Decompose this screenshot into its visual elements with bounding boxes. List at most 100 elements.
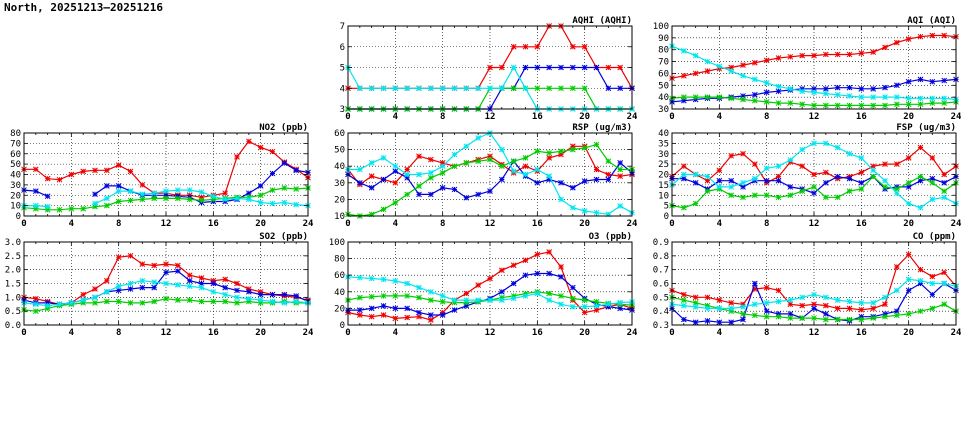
data-point xyxy=(186,297,193,303)
data-point xyxy=(763,177,770,184)
data-point xyxy=(905,78,912,85)
data-point xyxy=(941,32,948,39)
data-point xyxy=(941,194,948,201)
data-point xyxy=(846,316,853,323)
data-point xyxy=(451,85,458,92)
data-point xyxy=(245,196,252,203)
data-point xyxy=(498,146,505,153)
x-tick-label: 16 xyxy=(208,328,219,338)
data-point xyxy=(870,167,877,174)
x-tick-label: 24 xyxy=(303,328,314,338)
data-point xyxy=(763,165,770,172)
data-point xyxy=(257,144,264,151)
data-point xyxy=(704,317,711,324)
data-point xyxy=(416,309,422,316)
y-tick-label: 30 xyxy=(658,150,669,160)
data-point xyxy=(775,194,782,201)
data-point xyxy=(510,295,517,302)
data-point xyxy=(522,272,529,279)
data-point xyxy=(569,204,576,211)
data-point xyxy=(32,301,39,308)
data-point xyxy=(356,312,363,318)
data-point xyxy=(929,305,936,312)
data-point xyxy=(822,102,829,109)
y-tick-label: 2.5 xyxy=(5,252,21,262)
data-point xyxy=(546,270,553,277)
data-point xyxy=(775,177,782,184)
data-point xyxy=(32,166,39,173)
data-point xyxy=(822,140,829,147)
data-point xyxy=(704,94,711,100)
x-tick-label: 8 xyxy=(764,219,769,229)
data-point xyxy=(368,305,375,312)
data-point xyxy=(929,155,936,161)
data-point xyxy=(404,280,411,287)
data-point xyxy=(846,93,853,99)
data-point xyxy=(558,196,564,203)
data-point xyxy=(941,77,948,84)
data-point xyxy=(763,308,770,315)
data-point xyxy=(716,167,723,174)
y-tick-label: 5 xyxy=(664,202,669,212)
x-tick-label: 16 xyxy=(856,219,867,229)
data-point xyxy=(917,101,924,108)
data-point xyxy=(704,173,711,180)
data-point xyxy=(882,84,888,91)
data-point xyxy=(174,262,181,269)
data-point xyxy=(439,312,446,318)
y-tick-label: 80 xyxy=(10,129,21,139)
x-tick-label: 12 xyxy=(485,328,496,338)
data-point xyxy=(281,185,288,191)
data-point xyxy=(392,199,399,206)
data-point xyxy=(498,297,505,303)
data-point xyxy=(569,284,576,291)
x-tick-label: 4 xyxy=(717,112,723,122)
data-point xyxy=(103,298,110,305)
data-point xyxy=(917,204,924,211)
data-point xyxy=(475,297,482,303)
data-point xyxy=(151,195,158,202)
data-point xyxy=(498,85,505,92)
data-point xyxy=(558,85,564,92)
data-point xyxy=(115,162,122,169)
data-point xyxy=(846,51,853,58)
data-point xyxy=(139,284,146,291)
data-point xyxy=(510,43,517,50)
data-point xyxy=(617,85,624,92)
data-point xyxy=(127,188,134,194)
data-point xyxy=(858,50,865,57)
y-tick-label: 0.6 xyxy=(653,280,669,290)
data-point xyxy=(404,314,411,321)
data-point xyxy=(740,304,746,310)
data-point xyxy=(728,305,735,312)
data-point xyxy=(439,293,446,299)
data-point xyxy=(427,191,434,198)
x-tick-label: 8 xyxy=(440,112,445,122)
data-point xyxy=(293,167,300,174)
data-point xyxy=(546,173,553,180)
data-point xyxy=(870,85,877,92)
x-tick-label: 4 xyxy=(393,112,399,122)
data-point xyxy=(905,287,912,294)
data-point xyxy=(593,141,600,148)
x-tick-label: 4 xyxy=(393,219,399,229)
data-point xyxy=(210,288,217,295)
data-point xyxy=(858,94,865,100)
data-point xyxy=(605,176,612,183)
data-point xyxy=(680,72,687,79)
data-point xyxy=(392,179,399,186)
data-point xyxy=(546,85,553,92)
chart-title: CO (ppm) xyxy=(913,232,956,242)
data-point xyxy=(581,297,588,303)
y-tick-label: 1.5 xyxy=(5,280,21,290)
data-point xyxy=(751,161,758,167)
y-tick-label: 100 xyxy=(653,22,669,32)
data-point xyxy=(692,304,699,310)
data-point xyxy=(692,52,699,59)
data-point xyxy=(534,85,541,92)
data-point xyxy=(716,184,723,190)
data-point xyxy=(139,277,146,284)
data-point xyxy=(546,150,553,156)
data-point xyxy=(941,280,948,287)
